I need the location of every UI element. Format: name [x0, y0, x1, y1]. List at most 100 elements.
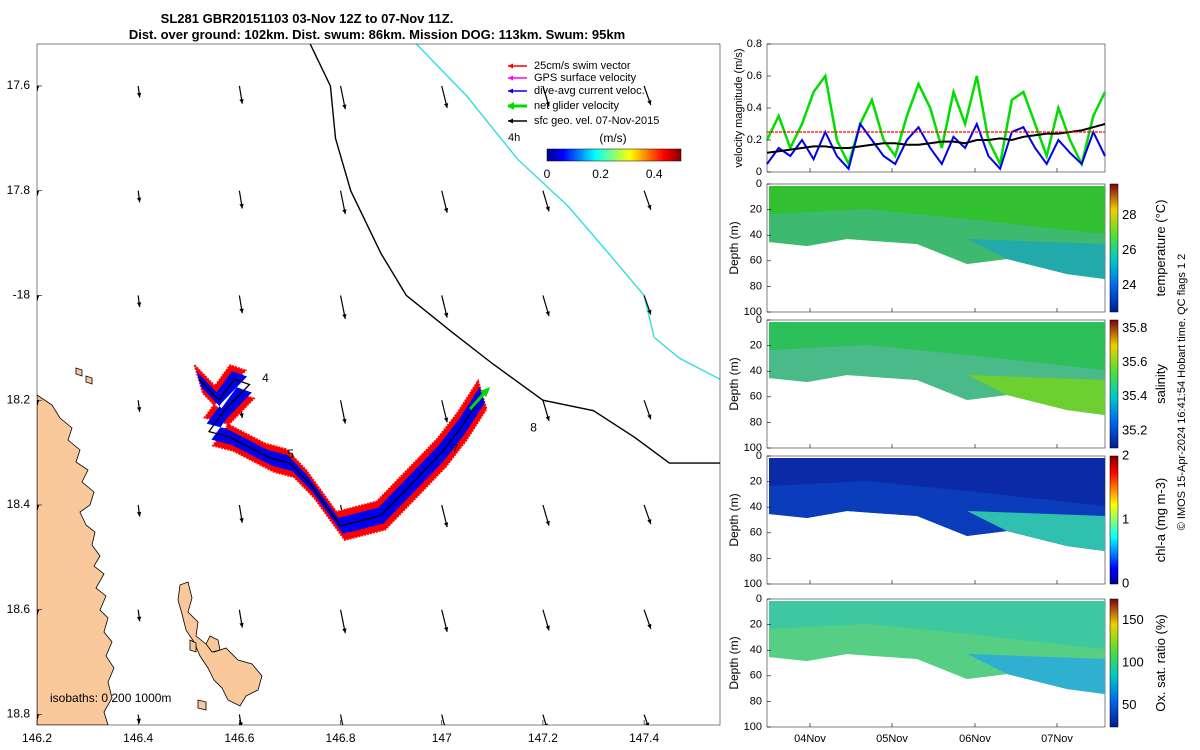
section-colorbar	[1109, 183, 1119, 313]
depth-tick-label: 80	[750, 695, 762, 707]
section-colorbar-label: salinity	[1153, 364, 1168, 404]
sfc-geo-arrow	[441, 400, 449, 423]
sfc-geo-arrow	[441, 504, 449, 528]
sfc-geo-arrow	[339, 714, 344, 725]
depth-tick-label: 0	[756, 450, 762, 462]
sfc-geo-arrow	[136, 190, 142, 203]
map-colorbar-ticks: 0 0.2 0.4	[544, 167, 663, 181]
map-panel: 4 5 7 8 146.2 146.4 146.6 146.8 147 147.2 147.4 1…	[7, 43, 721, 745]
depth-tick-label: 80	[750, 280, 762, 292]
sfc-geo-arrow	[542, 400, 550, 422]
depth-tick-label: 40	[750, 229, 762, 241]
sfc-geo-arrow	[136, 400, 142, 412]
legend-entry-sfcgeo: sfc geo. vel. 07-Nov-2015	[508, 115, 659, 127]
time-tick-label: 06Nov	[959, 733, 991, 745]
map-x-tick-label: 146.2	[22, 731, 52, 745]
legend-note-4h: 4h	[508, 132, 520, 144]
glider-track	[193, 364, 491, 542]
day-label: 8	[530, 421, 537, 435]
map-x-tick-label: 146.6	[224, 731, 254, 745]
section-panel: 0 20 40 60 80 100 Depth (m) 50 100 150 Ox. sat. ra…	[727, 593, 1168, 733]
sfc-geo-arrow	[643, 714, 650, 725]
section-colorbar-tick: 28	[1122, 207, 1136, 222]
depth-tick-label: 40	[750, 644, 762, 656]
section-colorbar-tick: 35.6	[1122, 354, 1147, 369]
sfc-geo-arrow	[643, 85, 652, 106]
map-y-tick-label: 17.6	[7, 78, 31, 92]
sfc-geo-arrow	[542, 609, 550, 631]
map-x-tick-label: 146.4	[123, 731, 153, 745]
legend-entry-dive: dive-avg current veloc.	[508, 85, 645, 97]
isobath-1000m	[415, 44, 720, 380]
map-colorbar-tick: 0	[544, 167, 551, 181]
track-line	[198, 378, 483, 527]
depth-tick-label: 20	[750, 204, 762, 216]
sfc-geo-arrow	[441, 85, 449, 109]
sfc-geo-arrow	[238, 609, 244, 628]
velocity-y-tick-label: 0.8	[747, 38, 762, 50]
depth-tick-label: 0	[756, 178, 762, 190]
legend-entry-gps: GPS surface velocity	[508, 72, 637, 84]
map-x-ticks: 146.2 146.4 146.6 146.8 147 147.2 147.4	[22, 720, 659, 745]
legend-label-gps: GPS surface velocity	[534, 72, 637, 84]
velocity-y-tick-label: 0	[756, 166, 762, 178]
depth-tick-label: 100	[744, 578, 762, 590]
sfc-geo-arrow	[136, 714, 141, 724]
depth-axis-label: Depth (m)	[727, 221, 741, 274]
sfc-geo-arrow	[238, 190, 244, 209]
sfc-geo-arrow	[542, 714, 548, 725]
credit-text: © IMOS 15-Apr-2024 16:41:54 Hobart time.…	[1176, 254, 1188, 531]
section-field-deep	[967, 375, 1105, 415]
velocity-y-tick-label: 0.2	[747, 134, 762, 146]
velocity-line	[766, 123, 1106, 154]
net-velocity-arrowhead	[480, 386, 491, 397]
island-small-2	[189, 639, 197, 653]
map-colorbar-label: (m/s)	[599, 131, 626, 145]
section-panel: 0 20 40 60 80 100 Depth (m) 24 26 28 temperature (…	[727, 178, 1168, 318]
title-line-1: SL281 GBR20151103 03-Nov 12Z to 07-Nov 1…	[161, 11, 454, 26]
sfc-geo-arrow	[643, 400, 652, 420]
depth-tick-label: 40	[750, 501, 762, 513]
section-colorbar-tick: 1	[1122, 511, 1129, 526]
section-colorbar-label: Ox. sat. ratio (%)	[1153, 614, 1168, 712]
depth-axis-label: Depth (m)	[727, 357, 741, 410]
map-x-tick-label: 147.4	[629, 731, 659, 745]
map-colorbar	[546, 148, 682, 162]
depth-tick-label: 100	[744, 306, 762, 318]
depth-tick-label: 60	[750, 391, 762, 403]
map-y-tick-label: 18.2	[7, 392, 31, 406]
sfc-geo-vectors	[37, 85, 652, 725]
map-colorbar-tick: 0.2	[592, 167, 609, 181]
time-axis-ticks: 04Nov 05Nov 06Nov 07Nov	[794, 168, 1073, 745]
mainland-coast	[37, 394, 115, 725]
depth-tick-label: 80	[750, 416, 762, 428]
time-tick-label: 05Nov	[876, 733, 908, 745]
sfc-geo-arrow	[238, 85, 244, 104]
section-colorbar	[1109, 598, 1119, 728]
island-small-3	[197, 699, 207, 711]
section-colorbar-tick: 150	[1122, 612, 1144, 627]
section-colorbar	[1109, 319, 1119, 449]
section-colorbar-tick: 35.2	[1122, 422, 1147, 437]
depth-tick-label: 60	[750, 255, 762, 267]
title-line-2: Dist. over ground: 102km. Dist. swum: 86…	[129, 27, 625, 42]
isobaths	[309, 44, 720, 464]
sfc-geo-arrow	[542, 295, 550, 317]
map-x-tick-label: 147	[432, 731, 452, 745]
map-y-ticks: 17.6 17.8 -18 18.2 18.4 18.6 18.8	[7, 78, 42, 721]
map-frame	[36, 43, 721, 726]
sfc-geo-arrow	[643, 190, 652, 210]
section-colorbar-tick: 35.8	[1122, 320, 1147, 335]
map-colorbar-tick: 0.4	[646, 167, 663, 181]
depth-tick-label: 80	[750, 552, 762, 564]
sfc-geo-arrow	[136, 295, 142, 308]
swim-vectors-fringe	[193, 364, 488, 542]
velocity-line	[766, 121, 1106, 171]
sfc-geo-arrow	[441, 295, 449, 318]
day-labels: 4 5 7 8	[262, 371, 537, 461]
section-field-deep	[967, 239, 1105, 279]
legend-label-sfcgeo: sfc geo. vel. 07-Nov-2015	[534, 115, 659, 127]
dive-avg-band	[196, 371, 485, 534]
